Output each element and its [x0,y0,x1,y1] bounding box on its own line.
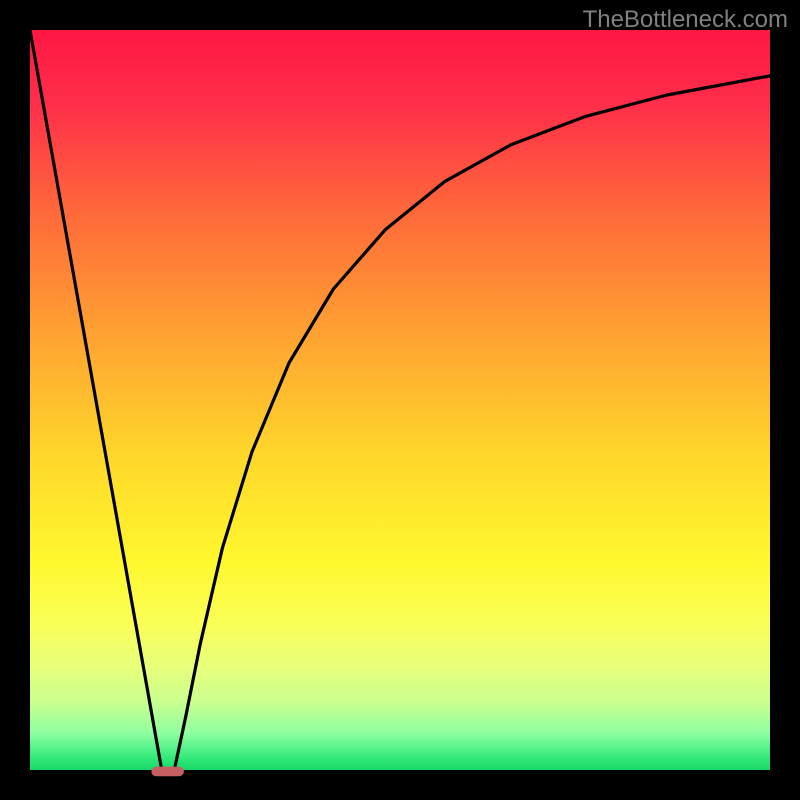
watermark-text: TheBottleneck.com [583,6,788,34]
chart-container: TheBottleneck.com [0,0,800,800]
bottleneck-chart-svg [0,0,800,800]
bottleneck-marker [151,767,184,777]
